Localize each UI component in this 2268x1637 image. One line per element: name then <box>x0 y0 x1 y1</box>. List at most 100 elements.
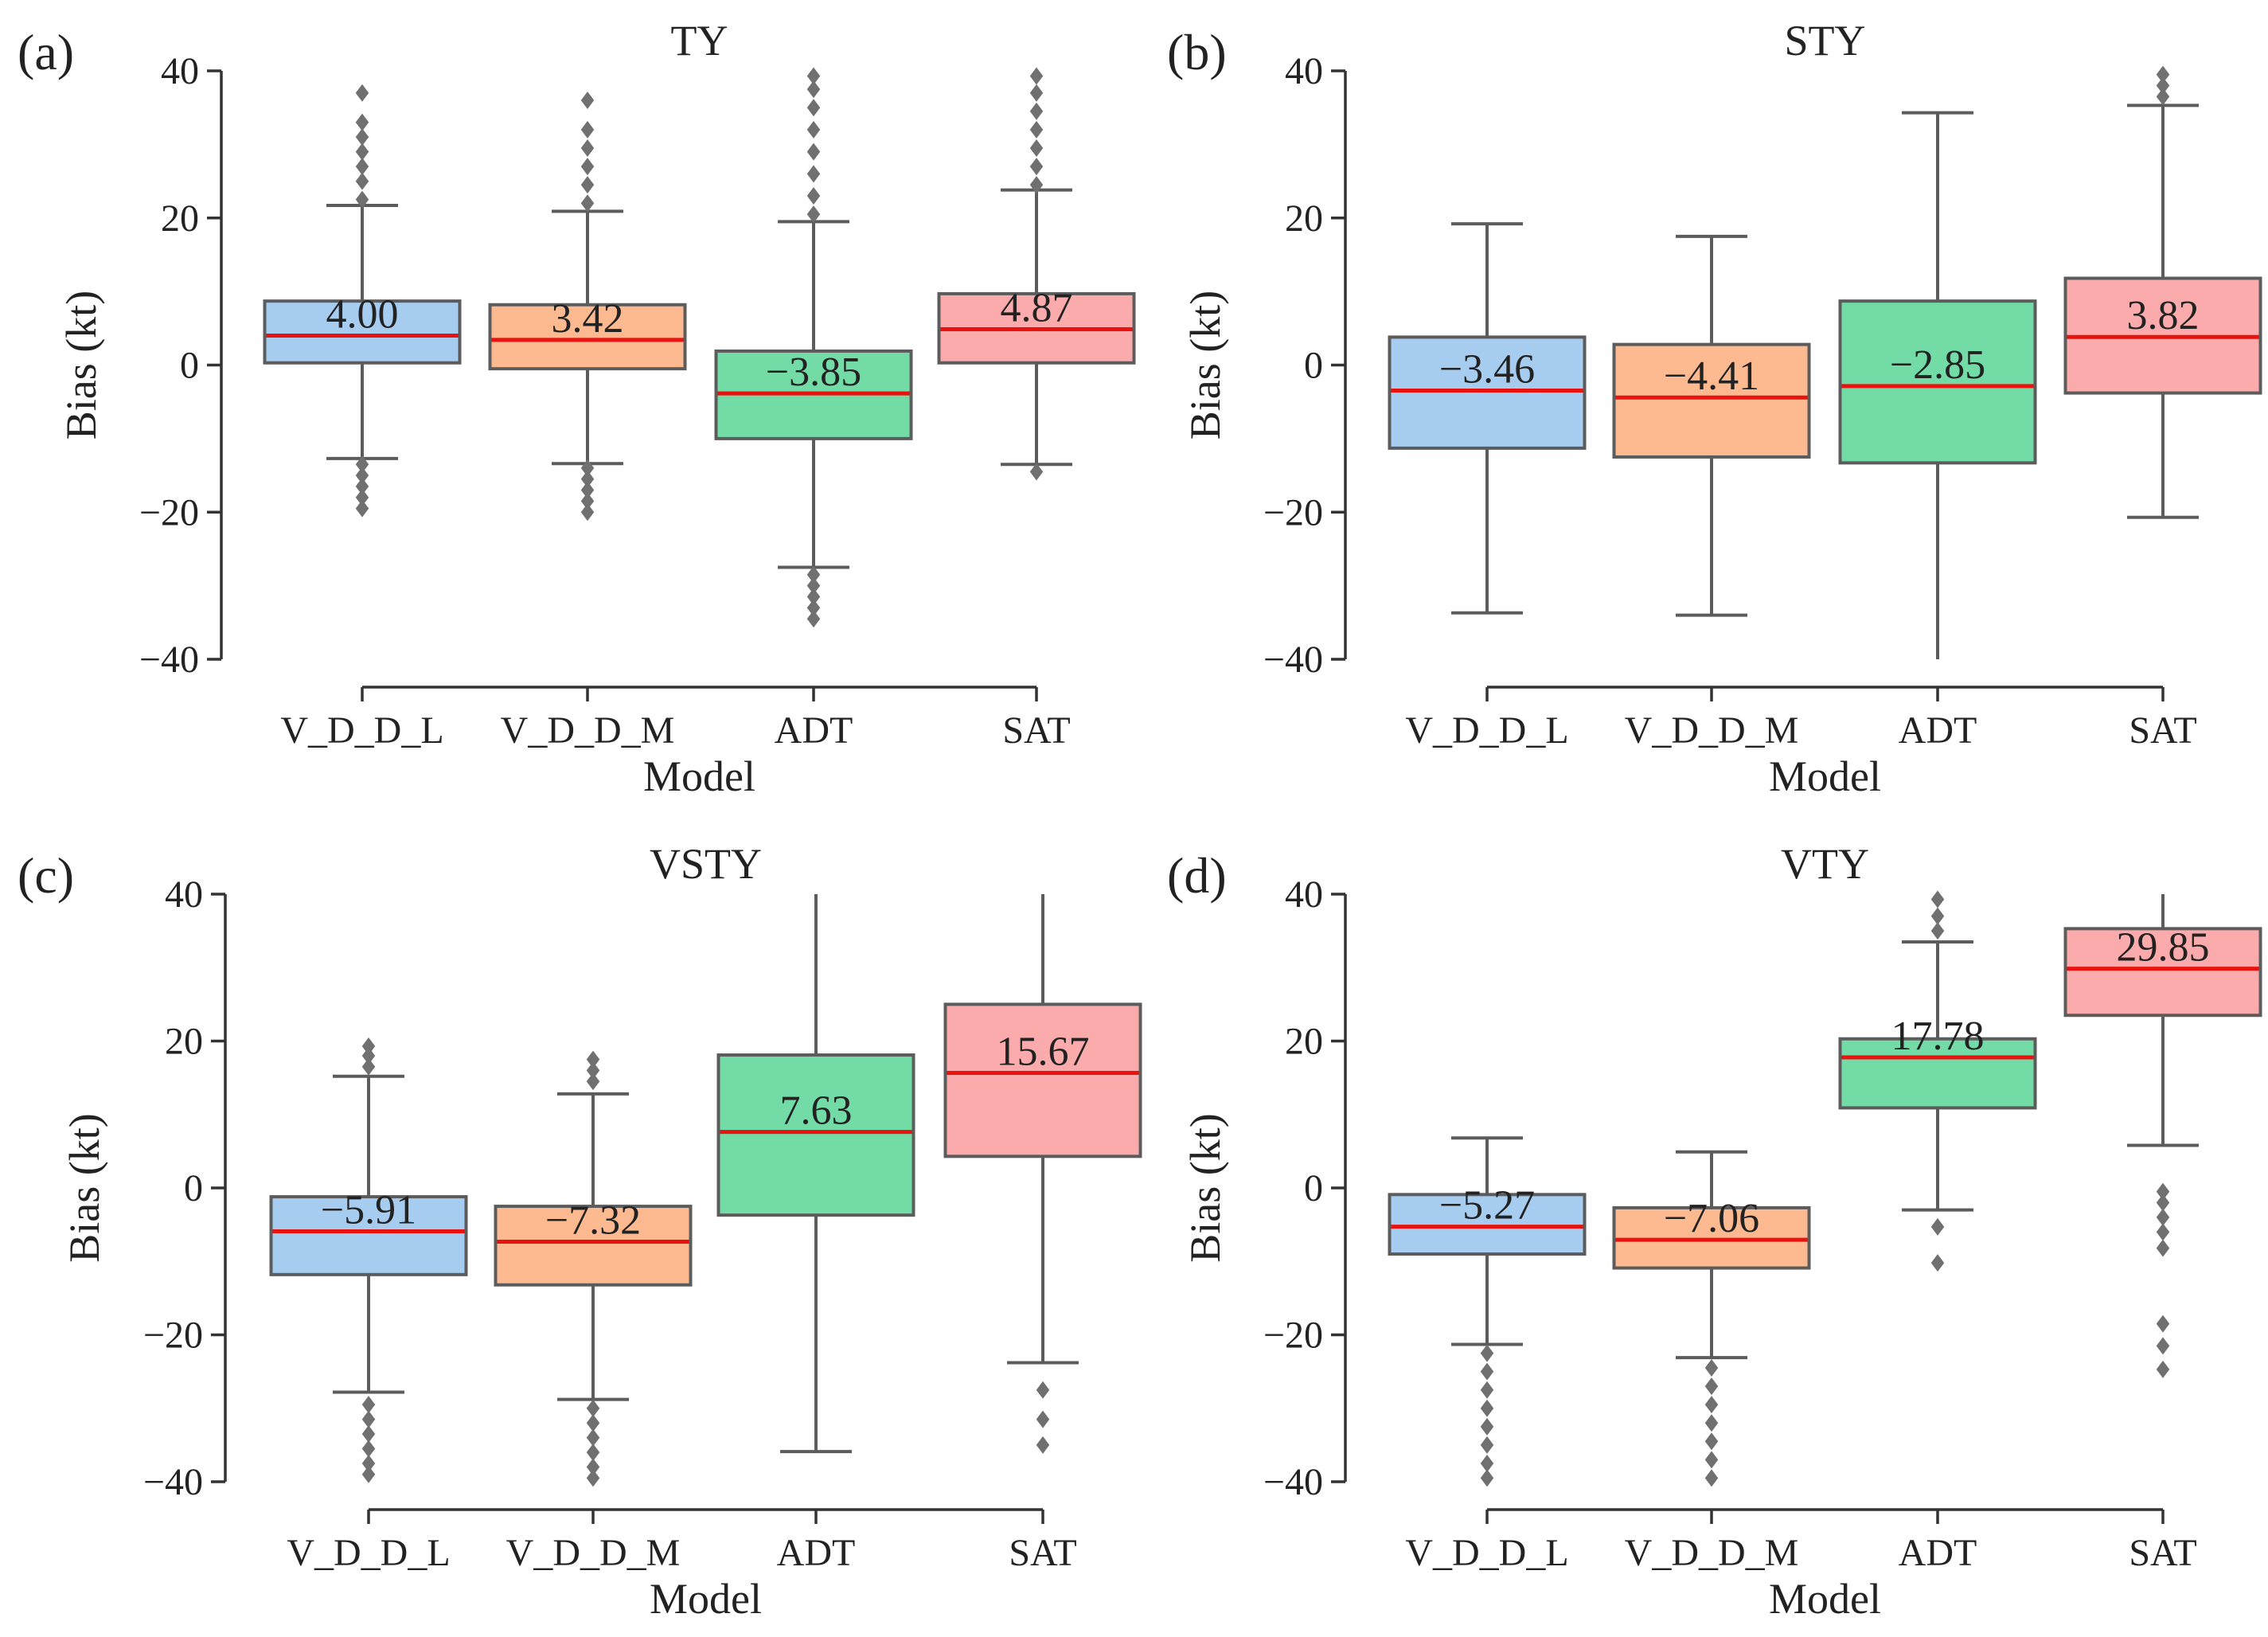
x-tick-label: V_D_D_L <box>287 1532 450 1574</box>
outlier-point <box>580 158 595 176</box>
outlier-point <box>586 1399 600 1417</box>
outlier-point <box>2156 1194 2170 1212</box>
outlier-point <box>1029 67 1044 85</box>
outlier-point <box>2156 1337 2170 1355</box>
y-tick-label: 40 <box>1285 50 1323 92</box>
x-axis-title: Model <box>643 752 755 800</box>
outlier-point <box>586 1444 600 1462</box>
y-tick-label: −40 <box>1263 1461 1323 1503</box>
median-value-label: 3.82 <box>2127 293 2200 338</box>
outlier-point <box>806 143 821 161</box>
outlier-point <box>355 143 369 161</box>
box-1 <box>488 303 687 371</box>
median-value-label: −7.06 <box>1664 1196 1759 1241</box>
x-tick-label: SAT <box>1009 1532 1076 1574</box>
outlier-point <box>1480 1469 1494 1487</box>
y-tick-label: 0 <box>1304 345 1323 387</box>
panel-title: STY <box>1784 17 1865 64</box>
x-tick-label: SAT <box>2129 709 2196 752</box>
panel-c: (c) VSTY 40 20 0 −20 −40 Bias (kt) V_D_D_L V_D_D_… <box>18 840 1142 1623</box>
outlier-point <box>580 194 595 213</box>
outlier-point <box>586 1458 600 1476</box>
panel-d: (d) VTY 40 20 0 −20 −40 Bias (kt) V_D_D_L V_D_D_M… <box>1167 840 2262 1623</box>
x-axis-title: Model <box>1769 1575 1881 1623</box>
outlier-point <box>1029 158 1044 176</box>
box-2 <box>1838 1037 2037 1110</box>
median-value-label: −7.32 <box>545 1198 641 1244</box>
panel-label: (d) <box>1167 847 1227 904</box>
y-tick-label: −40 <box>1263 639 1323 681</box>
y-tick-label: 0 <box>1304 1167 1323 1209</box>
outlier-point <box>580 120 595 139</box>
outlier-point <box>806 67 821 85</box>
median-value-label: 15.67 <box>997 1029 1090 1074</box>
outlier-point <box>355 113 369 131</box>
outlier-point <box>806 187 821 205</box>
outlier-point <box>1704 1432 1719 1451</box>
outlier-point <box>806 610 821 628</box>
outlier-point <box>1036 1436 1050 1454</box>
median-value-label: 3.42 <box>552 296 624 342</box>
panel-title: TY <box>671 17 728 64</box>
outlier-point <box>580 176 595 194</box>
outlier-point <box>806 205 821 224</box>
outlier-point <box>2156 65 2170 84</box>
outlier-point <box>1029 120 1044 139</box>
outlier-point <box>806 99 821 117</box>
x-tick-label: ADT <box>1899 709 1977 752</box>
x-tick-label: SAT <box>1002 709 1070 752</box>
x-tick-label: V_D_D_M <box>1625 709 1799 752</box>
outlier-point <box>355 172 369 190</box>
outlier-point <box>1480 1399 1494 1417</box>
box-0 <box>1388 335 1587 450</box>
outlier-point <box>806 565 821 584</box>
outlier-point <box>1029 102 1044 120</box>
panel-title: VSTY <box>650 840 762 888</box>
outlier-point <box>580 139 595 157</box>
outlier-point <box>1930 890 1945 908</box>
median-value-label: −2.85 <box>1890 342 1985 388</box>
y-axis-title: Bias (kt) <box>1181 291 1229 440</box>
box-1 <box>1612 342 1811 459</box>
outlier-point <box>806 588 821 606</box>
y-tick-label: 40 <box>161 50 199 92</box>
box-3 <box>2063 927 2262 1018</box>
x-tick-label: V_D_D_L <box>1405 709 1568 752</box>
outlier-point <box>355 477 369 495</box>
outlier-point <box>1704 1469 1719 1487</box>
outlier-point <box>1036 1381 1050 1399</box>
outlier-point <box>580 470 595 488</box>
box-0 <box>263 299 462 365</box>
y-tick-label: 20 <box>165 1021 203 1063</box>
median-value-label: 29.85 <box>2117 925 2210 971</box>
y-axis-title: Bias (kt) <box>61 1113 108 1262</box>
outlier-point <box>586 1072 600 1091</box>
outlier-point <box>2156 1360 2170 1378</box>
y-tick-label: 20 <box>1285 197 1323 240</box>
x-tick-label: SAT <box>2129 1532 2196 1574</box>
x-tick-label: V_D_D_L <box>1405 1532 1568 1574</box>
outlier-point <box>806 599 821 617</box>
outlier-point <box>1704 1414 1719 1432</box>
panel-label: (b) <box>1167 24 1227 80</box>
y-tick-label: 0 <box>184 1167 203 1209</box>
outlier-point <box>361 1396 376 1414</box>
outlier-point <box>1704 1377 1719 1396</box>
outlier-point <box>1480 1381 1494 1399</box>
panel-label: (c) <box>18 847 74 904</box>
outlier-point <box>2156 88 2170 106</box>
outlier-point <box>586 1061 600 1080</box>
outlier-point <box>806 165 821 183</box>
y-tick-label: 40 <box>1285 873 1323 916</box>
outlier-point <box>361 1465 376 1483</box>
outlier-point <box>1029 84 1044 102</box>
x-tick-label: ADT <box>775 709 853 752</box>
panel-a: (a) TY 40 20 0 −20 −40 Bias (kt) V_D_D_L V_D_D_M A… <box>18 17 1136 800</box>
y-tick-label: −20 <box>143 1315 203 1357</box>
x-tick-label: V_D_D_M <box>506 1532 681 1574</box>
y-tick-label: −20 <box>139 491 199 533</box>
x-tick-label: V_D_D_M <box>1625 1532 1799 1574</box>
outlier-point <box>355 488 369 506</box>
box-3 <box>943 1002 1142 1158</box>
median-value-label: −5.91 <box>321 1188 416 1233</box>
